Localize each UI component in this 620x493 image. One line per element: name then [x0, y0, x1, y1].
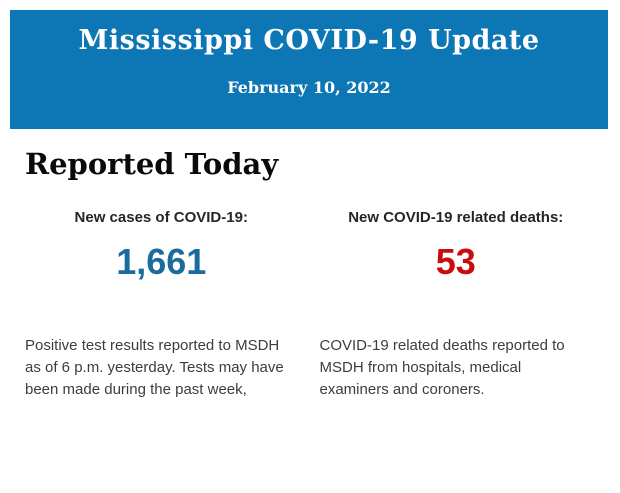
cases-label: New cases of COVID-19:	[74, 209, 248, 226]
section-heading: Reported Today	[25, 147, 279, 181]
cases-value: 1,661	[116, 241, 207, 282]
page-title: Mississippi COVID-19 Update	[78, 25, 540, 56]
deaths-description: COVID-19 related deaths reported to MSDH…	[319, 337, 565, 398]
deaths-column: New COVID-19 related deaths: 53	[320, 209, 593, 282]
cases-column: New cases of COVID-19: 1,661	[25, 209, 298, 282]
main-content: Reported Today New cases of COVID-19: 1,…	[0, 129, 620, 401]
stats-row: New cases of COVID-19: 1,661 New COVID-1…	[25, 209, 593, 282]
deaths-label: New COVID-19 related deaths:	[348, 209, 564, 226]
header-banner: Mississippi COVID-19 Update February 10,…	[10, 10, 608, 129]
header-date: February 10, 2022	[227, 78, 391, 97]
descriptions-row: Positive test results reported to MSDH a…	[25, 335, 592, 401]
deaths-value: 53	[435, 241, 476, 282]
cases-description: Positive test results reported to MSDH a…	[25, 337, 284, 398]
